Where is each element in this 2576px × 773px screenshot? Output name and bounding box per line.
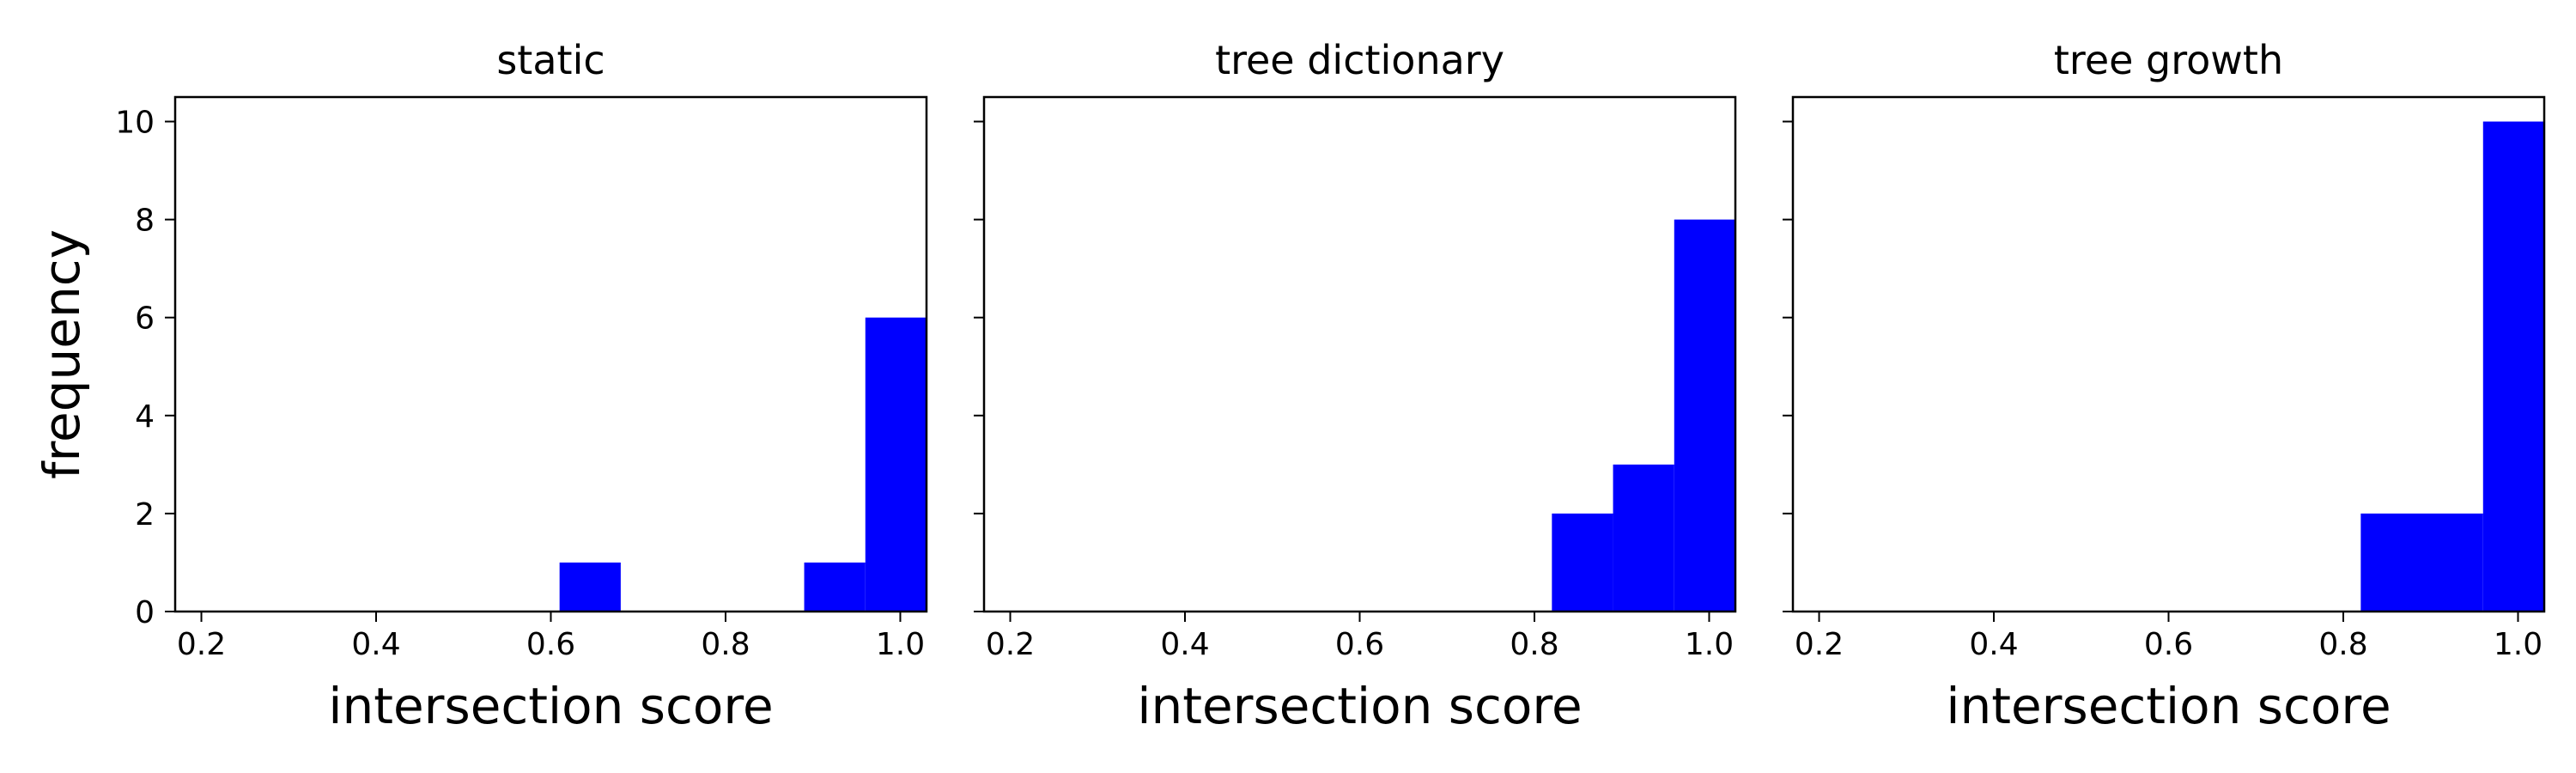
y-tick-label: 0 — [135, 595, 155, 630]
histogram-bar — [1552, 513, 1613, 612]
x-axis-label: intersection score — [1946, 677, 2391, 735]
histogram-bar — [1674, 219, 1735, 612]
y-tick-label: 6 — [135, 301, 155, 337]
panel-title: tree dictionary — [1215, 37, 1504, 83]
plot-frame — [173, 95, 928, 613]
x-tick-label: 0.4 — [1969, 627, 2018, 662]
x-axis-label: intersection score — [328, 677, 773, 735]
x-tick-label: 0.6 — [2144, 627, 2193, 662]
x-tick-label: 0.2 — [1795, 627, 1844, 662]
x-tick-label: 1.0 — [876, 627, 925, 662]
y-axis-label: frequency — [33, 229, 91, 479]
histogram-bar — [1613, 464, 1674, 612]
x-tick-label: 0.6 — [526, 627, 575, 662]
panel-title: static — [496, 37, 605, 83]
y-tick-label: 4 — [135, 399, 155, 435]
x-tick-label: 0.8 — [701, 627, 750, 662]
histogram-bar — [2360, 513, 2483, 612]
panel-title: tree growth — [2054, 37, 2283, 83]
histogram-bar — [559, 562, 621, 612]
x-tick-label: 1.0 — [2494, 627, 2543, 662]
x-tick-label: 0.8 — [1510, 627, 1558, 662]
x-tick-label: 0.4 — [1160, 627, 1209, 662]
chart-panel-1: 0.2 0.4 0.6 0.8 1.0 0 2 4 6 8 10 static intersection… — [33, 37, 928, 735]
histogram-bar — [2482, 121, 2544, 612]
y-tick-label: 2 — [135, 497, 155, 533]
x-tick-label: 0.6 — [1335, 627, 1384, 662]
x-tick-label: 0.4 — [351, 627, 400, 662]
chart-panel-3: 0.2 0.4 0.6 0.8 1.0 tree growth intersection s… — [1783, 37, 2546, 735]
x-tick-label: 0.8 — [2318, 627, 2367, 662]
histogram-bar — [804, 562, 866, 612]
x-tick-label: 0.2 — [177, 627, 226, 662]
y-tick-label: 10 — [115, 106, 155, 141]
x-tick-label: 0.2 — [986, 627, 1035, 662]
x-tick-label: 1.0 — [1685, 627, 1734, 662]
chart-panel-2: 0.2 0.4 0.6 0.8 1.0 tree dictionary intersecti… — [974, 37, 1737, 735]
x-axis-label: intersection score — [1137, 677, 1582, 735]
y-tick-label: 8 — [135, 204, 155, 239]
histogram-bar — [865, 317, 927, 612]
